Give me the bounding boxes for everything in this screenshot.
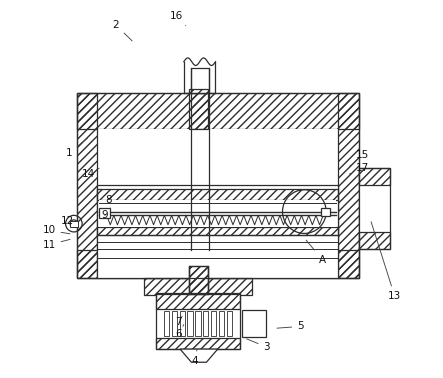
Text: 14: 14	[82, 168, 99, 179]
Bar	[190, 68, 210, 93]
Bar	[187, 311, 193, 336]
Text: 5: 5	[277, 321, 304, 332]
Bar	[359, 168, 390, 185]
Bar	[203, 311, 209, 336]
Bar	[97, 235, 338, 277]
Bar	[359, 232, 390, 249]
Bar	[172, 311, 177, 336]
Bar	[77, 250, 359, 277]
Bar	[155, 294, 241, 309]
Text: 9: 9	[101, 211, 108, 220]
Bar	[97, 189, 338, 200]
Bar	[164, 311, 169, 336]
Bar	[97, 185, 338, 238]
Bar	[155, 338, 241, 349]
Bar	[77, 93, 97, 277]
Bar	[321, 208, 330, 217]
Text: 1: 1	[66, 138, 88, 158]
Bar	[189, 266, 209, 295]
Bar	[99, 200, 336, 227]
Text: 8: 8	[105, 195, 112, 209]
Text: 2: 2	[113, 20, 132, 41]
Bar	[155, 293, 241, 349]
Bar	[227, 311, 232, 336]
Polygon shape	[180, 349, 218, 362]
Text: 17: 17	[350, 163, 369, 174]
Bar	[338, 93, 359, 277]
Bar	[77, 93, 359, 277]
Text: 12: 12	[60, 216, 78, 226]
Bar	[179, 311, 185, 336]
Bar	[144, 277, 252, 295]
Bar	[97, 227, 338, 235]
Text: 15: 15	[350, 150, 369, 166]
Text: 11: 11	[43, 239, 70, 250]
Bar	[97, 129, 338, 250]
Text: 6: 6	[175, 325, 184, 339]
Text: 10: 10	[43, 225, 70, 235]
Bar	[99, 208, 110, 218]
Bar	[70, 221, 78, 227]
Text: 7: 7	[175, 316, 182, 327]
Bar	[195, 311, 201, 336]
Bar	[190, 266, 208, 294]
Text: A: A	[306, 240, 326, 265]
Bar	[359, 168, 390, 249]
Text: 13: 13	[371, 222, 401, 301]
Bar	[242, 310, 265, 337]
Text: 16: 16	[170, 11, 186, 26]
Bar	[190, 89, 208, 129]
Text: 4: 4	[192, 349, 198, 367]
Text: 3: 3	[247, 339, 270, 352]
Bar	[211, 311, 216, 336]
Bar	[219, 311, 224, 336]
Bar	[77, 93, 359, 129]
Bar	[190, 266, 208, 294]
